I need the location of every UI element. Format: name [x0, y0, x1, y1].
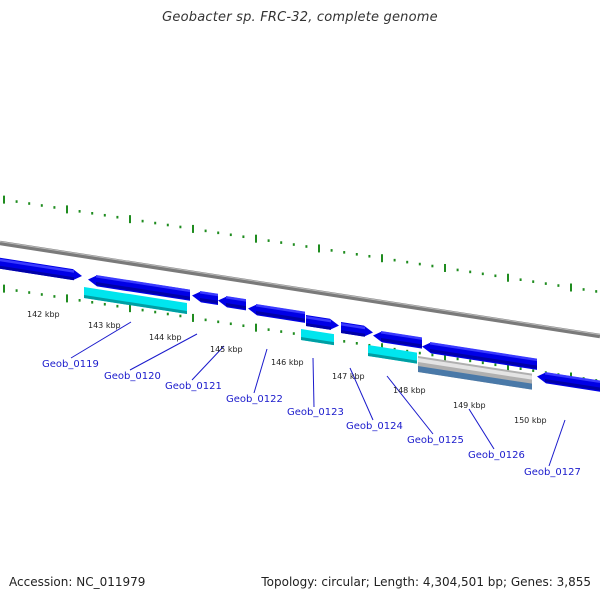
gene-labels: Geob_0119 Geob_0120 Geob_0121 Geob_0122 Geob… — [42, 359, 581, 478]
leader-line — [129, 333, 198, 371]
rna-feature[interactable] — [368, 345, 417, 364]
kbp-label: 145 kbp — [210, 345, 243, 354]
gene-arrow[interactable] — [248, 304, 305, 323]
gene-arrow[interactable] — [537, 372, 600, 393]
accession-text: Accession: NC_011979 — [9, 575, 146, 589]
kbp-label: 148 kbp — [393, 386, 426, 395]
gene-label-link[interactable]: Geob_0119 — [42, 359, 99, 370]
leader-line — [253, 348, 268, 394]
gene-arrow[interactable] — [341, 322, 373, 337]
kbp-label: 142 kbp — [27, 310, 60, 319]
gene-label-link[interactable]: Geob_0127 — [524, 467, 581, 478]
leader-line — [468, 408, 495, 450]
leader-line — [548, 419, 566, 467]
map-title: Geobacter sp. FRC-32, complete genome — [162, 10, 438, 25]
kbp-label: 147 kbp — [332, 372, 365, 381]
pseudogene-feature[interactable] — [418, 356, 532, 390]
leader-line — [191, 345, 225, 381]
gene-label-link[interactable]: Geob_0122 — [226, 394, 283, 405]
kbp-label: 146 kbp — [271, 358, 304, 367]
gene-features — [0, 257, 600, 393]
leader-line — [70, 321, 132, 359]
genome-summary-text: Topology: circular; Length: 4,304,501 bp… — [261, 575, 591, 589]
gene-label-link[interactable]: Geob_0123 — [287, 407, 344, 418]
gene-arrow[interactable] — [422, 342, 537, 370]
gene-arrow[interactable] — [373, 331, 422, 349]
gene-arrow[interactable] — [192, 291, 218, 306]
gene-label-link[interactable]: Geob_0120 — [104, 371, 161, 382]
label-leader-lines — [70, 321, 566, 467]
leader-line — [386, 375, 434, 435]
ruler-labels: 142 kbp 143 kbp 144 kbp 145 kbp 146 kbp 147 k… — [27, 310, 547, 425]
kbp-label: 144 kbp — [149, 333, 182, 342]
gene-label-link[interactable]: Geob_0124 — [346, 421, 403, 432]
leader-line — [349, 367, 374, 421]
leader-line — [312, 357, 315, 408]
gene-arrow[interactable] — [88, 275, 190, 301]
gene-arrow[interactable] — [306, 315, 339, 330]
genome-backbone-highlight — [0, 241, 600, 336]
gene-arrow[interactable] — [218, 296, 246, 311]
gene-label-link[interactable]: Geob_0125 — [407, 435, 464, 446]
genome-backbone — [0, 240, 600, 339]
gene-arrow[interactable] — [0, 257, 82, 281]
kbp-label: 150 kbp — [514, 416, 547, 425]
kbp-label: 143 kbp — [88, 321, 121, 330]
outer-tick-ring — [3, 195, 598, 293]
gene-label-link[interactable]: Geob_0126 — [468, 450, 525, 461]
kbp-label: 149 kbp — [453, 401, 486, 410]
rna-feature[interactable] — [84, 287, 187, 314]
rna-feature[interactable] — [301, 329, 334, 346]
gene-label-link[interactable]: Geob_0121 — [165, 381, 222, 392]
